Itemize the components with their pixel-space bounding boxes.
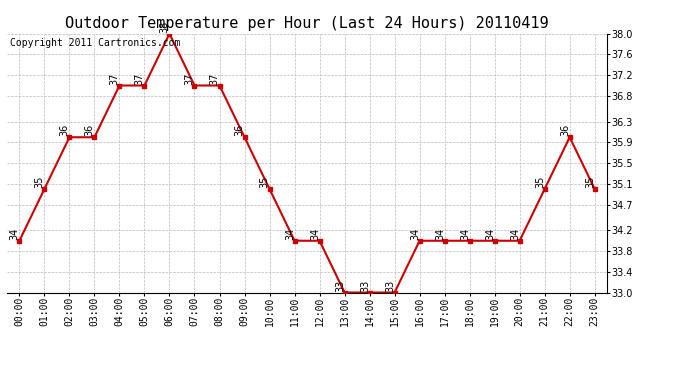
- Text: 37: 37: [135, 72, 145, 85]
- Text: 35: 35: [34, 176, 45, 188]
- Text: 34: 34: [285, 228, 295, 240]
- Text: Copyright 2011 Cartronics.com: Copyright 2011 Cartronics.com: [10, 38, 180, 48]
- Text: 37: 37: [210, 72, 220, 85]
- Text: 34: 34: [460, 228, 470, 240]
- Text: 34: 34: [410, 228, 420, 240]
- Text: 38: 38: [160, 21, 170, 33]
- Text: 36: 36: [85, 124, 95, 136]
- Text: 35: 35: [585, 176, 595, 188]
- Text: 33: 33: [385, 279, 395, 292]
- Text: 33: 33: [360, 279, 370, 292]
- Text: 36: 36: [235, 124, 245, 136]
- Text: 35: 35: [260, 176, 270, 188]
- Text: 35: 35: [535, 176, 545, 188]
- Text: 34: 34: [435, 228, 445, 240]
- Text: 36: 36: [60, 124, 70, 136]
- Text: 34: 34: [10, 228, 20, 240]
- Text: 34: 34: [310, 228, 320, 240]
- Title: Outdoor Temperature per Hour (Last 24 Hours) 20110419: Outdoor Temperature per Hour (Last 24 Ho…: [66, 16, 549, 31]
- Text: 37: 37: [110, 72, 120, 85]
- Text: 34: 34: [510, 228, 520, 240]
- Text: 34: 34: [485, 228, 495, 240]
- Text: 37: 37: [185, 72, 195, 85]
- Text: 33: 33: [335, 279, 345, 292]
- Text: 36: 36: [560, 124, 570, 136]
